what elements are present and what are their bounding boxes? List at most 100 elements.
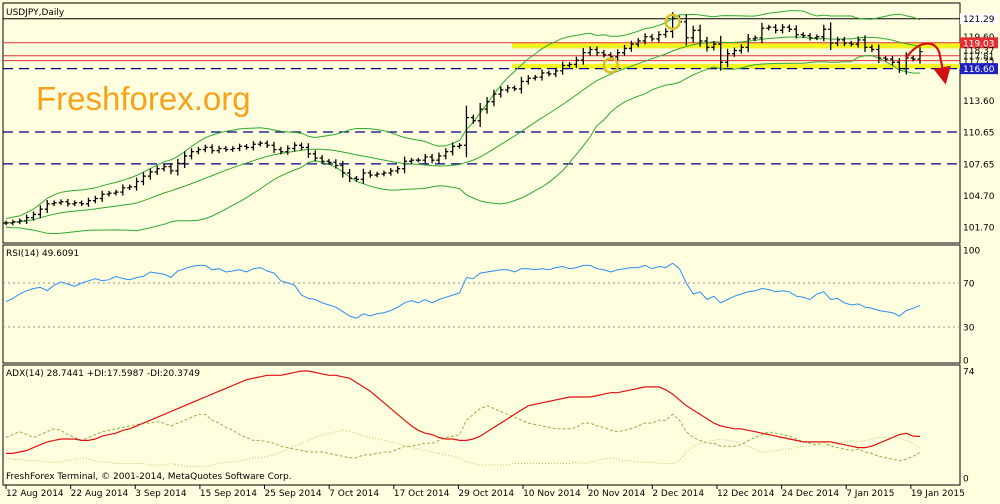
time-label: 7 Jan 2015 xyxy=(846,489,894,499)
price-bar xyxy=(79,200,85,207)
price-bar xyxy=(580,48,586,65)
rsi-line xyxy=(5,262,921,319)
price-bar xyxy=(340,160,346,178)
time-label: 25 Sep 2014 xyxy=(265,489,322,499)
price-bar xyxy=(807,32,813,41)
price-bar xyxy=(890,56,896,66)
rsi-chart: 100 70 30 0 xyxy=(3,247,980,367)
price-bar xyxy=(518,76,524,94)
adx-tick: 0 xyxy=(963,475,969,485)
price-bar xyxy=(30,211,36,221)
price-bar xyxy=(553,67,559,78)
price-bar xyxy=(690,25,696,43)
price-bar xyxy=(491,89,497,107)
price-bar xyxy=(828,22,834,51)
bb-upper-line xyxy=(5,10,921,220)
price-bar xyxy=(175,158,181,176)
price-bar xyxy=(37,205,43,219)
price-bar xyxy=(477,102,483,127)
price-bar xyxy=(546,70,552,77)
price-tick: 117.81 xyxy=(963,52,995,62)
time-label: 15 Sep 2014 xyxy=(200,489,257,499)
price-bar xyxy=(202,144,208,153)
price-tick: 110.65 xyxy=(963,128,995,138)
price-bar xyxy=(147,168,153,180)
price-bar xyxy=(704,36,710,52)
price-tag: 119.03 xyxy=(963,39,995,49)
time-label: 20 Nov 2014 xyxy=(588,489,646,499)
price-bar xyxy=(670,12,676,38)
price-bar xyxy=(264,140,270,148)
time-label: 7 Oct 2014 xyxy=(329,489,379,499)
price-bar xyxy=(738,44,744,54)
price-bar xyxy=(848,40,854,47)
bb-middle-line xyxy=(5,36,921,224)
price-bar xyxy=(821,24,827,42)
support-zone-1 xyxy=(512,63,960,69)
price-bar xyxy=(347,169,353,183)
price-bar xyxy=(567,62,573,68)
price-bar xyxy=(237,143,243,152)
price-tag-bg xyxy=(960,63,998,75)
rsi-tick: 0 xyxy=(963,357,969,367)
price-bar xyxy=(443,148,449,160)
adx-title: ADX(14) 28.7441 +DI:17.5987 -DI:20.3749 xyxy=(6,369,200,379)
price-bar xyxy=(17,218,23,225)
price-pane[interactable] xyxy=(2,2,961,244)
price-bar xyxy=(532,74,538,81)
price-bar xyxy=(154,165,160,175)
price-bar xyxy=(429,153,435,164)
price-bar xyxy=(120,184,126,196)
bb-lower-line xyxy=(5,54,921,235)
price-bar xyxy=(402,156,408,174)
price-bar xyxy=(883,55,889,62)
price-bar xyxy=(786,24,792,32)
price-bar xyxy=(498,86,504,98)
time-label: 29 Oct 2014 xyxy=(458,489,514,499)
time-axis: 12 Aug 2014 22 Aug 2014 3 Sep 2014 15 Sep 2… xyxy=(5,485,965,499)
price-bar xyxy=(457,142,463,149)
watermark: Freshforex.org xyxy=(36,80,251,117)
price-bar xyxy=(649,34,655,42)
price-bar xyxy=(869,44,875,53)
price-bar xyxy=(615,49,621,61)
price-bar xyxy=(835,36,841,47)
rsi-pane[interactable] xyxy=(2,244,961,364)
time-label: 2 Dec 2014 xyxy=(652,489,704,499)
price-bar xyxy=(85,197,91,207)
price-bar xyxy=(573,56,579,68)
price-bar xyxy=(415,157,421,163)
price-bar xyxy=(99,190,105,202)
di-plus-line xyxy=(5,405,921,462)
price-bar xyxy=(134,177,140,191)
price-bar xyxy=(752,35,758,42)
adx-pane[interactable] xyxy=(2,364,961,486)
price-bar xyxy=(244,144,250,150)
price-tick: 113.60 xyxy=(963,97,995,107)
price-bar xyxy=(594,46,600,56)
price-bar xyxy=(374,171,380,178)
price-bar xyxy=(189,148,195,160)
price-bar xyxy=(140,172,146,186)
price-bar xyxy=(250,141,256,151)
price-bar xyxy=(450,142,456,156)
price-bar xyxy=(216,145,222,154)
price-bar xyxy=(876,44,882,63)
pivot-marker-0 xyxy=(602,57,620,74)
price-tag: 121.29 xyxy=(963,15,995,25)
price-bar xyxy=(353,175,359,182)
price-bar xyxy=(841,36,847,47)
price-bar xyxy=(814,34,820,41)
price-bar xyxy=(51,200,57,207)
price-bar xyxy=(113,189,119,196)
price-bar xyxy=(896,58,902,73)
price-bar xyxy=(195,146,201,155)
copyright-footer: FreshForex Terminal, © 2001-2014, MetaQu… xyxy=(6,472,292,482)
price-tick: 104.70 xyxy=(963,192,995,202)
price-bar xyxy=(326,158,332,165)
price-axis: 121.29119.60119.03118.37117.81117.35116.… xyxy=(960,13,998,234)
price-bar xyxy=(773,24,779,34)
price-bar xyxy=(408,157,414,164)
price-bar xyxy=(182,151,188,168)
